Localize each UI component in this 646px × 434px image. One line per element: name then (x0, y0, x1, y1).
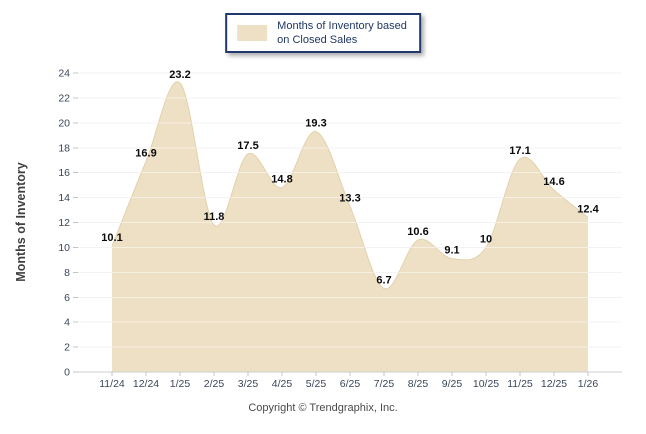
y-tick-label: 4 (64, 317, 70, 329)
y-tick-label: 8 (64, 267, 70, 279)
y-tick-label: 0 (64, 367, 70, 379)
x-tick-label: 10/25 (473, 378, 499, 390)
data-label: 17.1 (509, 145, 530, 157)
data-label: 10 (480, 233, 492, 245)
x-tick-label: 12/25 (541, 378, 567, 390)
x-tick-label: 7/25 (374, 378, 395, 390)
data-label: 13.3 (339, 192, 360, 204)
legend-swatch (237, 25, 268, 42)
x-tick-label: 11/25 (507, 378, 533, 390)
x-tick-label: 4/25 (272, 378, 293, 390)
data-label: 14.8 (271, 174, 292, 186)
x-tick-label: 12/24 (133, 378, 159, 390)
y-tick-label: 10 (58, 242, 70, 254)
x-tick-label: 2/25 (204, 378, 225, 390)
y-tick-label: 22 (58, 92, 70, 104)
x-tick-label: 3/25 (238, 378, 259, 390)
legend-label-line1: Months of Inventory based (277, 20, 407, 32)
data-label: 17.5 (237, 140, 258, 152)
axes (73, 72, 622, 376)
data-labels: 10.1 16.9 23.2 11.8 17.5 14.8 19.3 13.3 6.7 10.6 9… (101, 69, 599, 287)
data-label: 10.6 (407, 226, 428, 238)
legend-label: Months of Inventory based on Closed Sale… (277, 19, 407, 47)
x-tick-label: 1/25 (170, 378, 191, 390)
y-tick-label: 18 (58, 142, 70, 154)
gridlines-over-fill (78, 72, 622, 348)
y-axis-title: Months of Inventory (14, 162, 28, 281)
data-label: 19.3 (305, 118, 326, 130)
y-tick-label: 16 (58, 167, 70, 179)
legend: Months of Inventory based on Closed Sale… (225, 13, 421, 54)
legend-label-line2: on Closed Sales (277, 34, 358, 47)
x-tick-label: 9/25 (442, 378, 463, 390)
data-label: 16.9 (135, 148, 156, 160)
data-label: 14.6 (543, 176, 564, 188)
data-label: 9.1 (444, 245, 459, 257)
y-tick-label: 6 (64, 292, 70, 304)
y-tick-label: 2 (64, 342, 70, 354)
area-outline (111, 81, 589, 290)
area-fill (112, 81, 588, 373)
copyright-text: Copyright © Trendgraphix, Inc. (248, 402, 398, 414)
x-tick-label: 11/24 (99, 378, 125, 390)
x-tick-label: 8/25 (408, 378, 429, 390)
y-tick-label: 14 (58, 192, 70, 204)
data-label: 11.8 (204, 211, 225, 223)
y-tick-label: 12 (58, 217, 70, 229)
data-label: 10.1 (101, 232, 122, 244)
x-tick-label: 6/25 (340, 378, 361, 390)
y-tick-label: 24 (58, 68, 70, 80)
x-tick-label: 1/26 (578, 378, 599, 390)
data-label: 6.7 (376, 275, 391, 287)
x-tick-label: 5/25 (306, 378, 327, 390)
data-label: 23.2 (169, 69, 190, 81)
area-series (111, 81, 589, 373)
data-label: 12.4 (577, 204, 599, 216)
y-tick-label: 20 (58, 117, 70, 129)
